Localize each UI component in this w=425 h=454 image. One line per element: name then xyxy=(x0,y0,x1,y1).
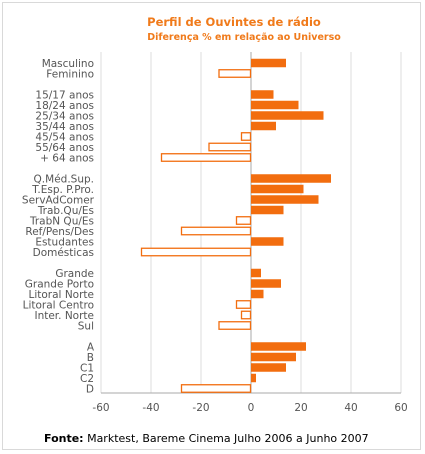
bar-a xyxy=(251,342,306,351)
x-tick-label: 60 xyxy=(394,402,407,414)
source-label: Fonte: xyxy=(44,432,84,445)
bar-estudantes xyxy=(251,237,284,246)
x-tick-label: -60 xyxy=(92,402,109,414)
bar-grande-porto xyxy=(251,279,281,288)
category-label: Inter. Norte xyxy=(34,310,94,322)
category-label: 18/24 anos xyxy=(35,100,94,112)
category-label: 55/64 anos xyxy=(35,142,94,154)
chart-title: Perfil de Ouvintes de rádio xyxy=(147,15,321,29)
bar-15-17-anos xyxy=(251,90,274,99)
category-label: Grande Porto xyxy=(25,278,94,290)
bar-feminino xyxy=(218,69,252,78)
bar-litoral-centro xyxy=(235,300,252,309)
category-label: C1 xyxy=(80,362,94,374)
category-label: Sul xyxy=(78,320,94,332)
category-label: C2 xyxy=(80,373,94,385)
category-label: A xyxy=(87,341,95,353)
bar-ref-pens-des xyxy=(180,226,252,236)
x-axis-ticks: -60 -40 -20 0 20 40 60 xyxy=(92,402,407,414)
category-label: Litoral Centro xyxy=(23,299,94,311)
bar-dom-sticas xyxy=(140,247,252,257)
category-label: Masculino xyxy=(42,58,94,70)
bar-t-esp-p-pro xyxy=(251,184,304,194)
bar-servadcomer xyxy=(251,195,319,204)
category-label: 15/17 anos xyxy=(35,89,94,101)
bar-q-m-d-sup xyxy=(251,174,331,183)
category-label: Litoral Norte xyxy=(29,289,95,301)
category-label: Domésticas xyxy=(33,247,94,259)
bar-55-64-anos xyxy=(208,142,252,152)
bar-c2 xyxy=(251,373,256,383)
bar-b xyxy=(251,352,296,362)
x-tick-label: 40 xyxy=(344,402,357,414)
bar-trabn-qu-es xyxy=(235,216,252,225)
bars xyxy=(140,58,331,393)
category-label: B xyxy=(87,352,94,364)
bar-64-anos xyxy=(160,153,252,162)
category-label: 35/44 anos xyxy=(35,121,94,133)
category-label: Ref/Pens/Des xyxy=(25,226,94,238)
bar-grande xyxy=(251,268,261,278)
category-label: Grande xyxy=(55,268,94,280)
bar-35-44-anos xyxy=(251,121,276,131)
x-tick-label: 20 xyxy=(294,402,307,414)
category-label: 45/54 anos xyxy=(35,131,94,143)
x-tick-label: -40 xyxy=(142,402,159,414)
category-label: Trab.Qu/Es xyxy=(37,205,94,217)
bar-sul xyxy=(218,321,252,330)
grid-lines xyxy=(100,52,402,394)
category-label: 25/34 anos xyxy=(35,110,94,122)
bar-d xyxy=(180,384,252,393)
x-tick-label: 0 xyxy=(248,402,255,414)
x-tick-label: -20 xyxy=(192,402,209,414)
category-label: TrabN Qu/Es xyxy=(29,215,94,227)
category-label: Q.Méd.Sup. xyxy=(34,173,94,185)
category-label: Estudantes xyxy=(35,236,94,248)
source-note: Fonte: Marktest, Bareme Cinema Julho 200… xyxy=(44,432,369,445)
source-text: Marktest, Bareme Cinema Julho 2006 a Jun… xyxy=(83,432,369,445)
bar-trab-qu-es xyxy=(251,205,284,215)
bar-c1 xyxy=(251,363,286,372)
bar-45-54-anos xyxy=(240,132,252,141)
category-label: T.Esp. P.Pro. xyxy=(31,184,94,196)
bar-masculino xyxy=(251,58,286,68)
category-label: ServAdComer xyxy=(22,194,95,206)
chart-subtitle: Diferença % em relação ao Universo xyxy=(147,32,341,43)
bar-litoral-norte xyxy=(251,289,264,299)
category-label: Feminino xyxy=(46,68,94,80)
bar-25-34-anos xyxy=(251,111,324,120)
bar-inter-norte xyxy=(240,310,252,320)
category-label: + 64 anos xyxy=(40,152,94,164)
bar-18-24-anos xyxy=(251,100,299,110)
category-label: D xyxy=(86,383,94,395)
